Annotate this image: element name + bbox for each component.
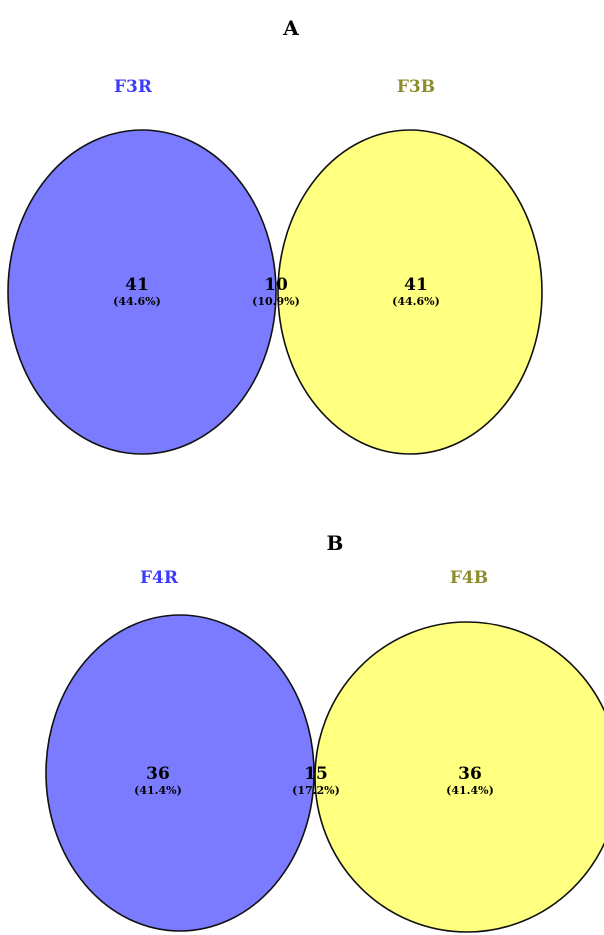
circle-f4r bbox=[46, 615, 314, 931]
set-label-f4r: F4R bbox=[140, 568, 179, 588]
pct-f3-both: (10.9%) bbox=[252, 295, 300, 308]
set-label-f4b: F4B bbox=[450, 568, 488, 588]
panel-label-a: A bbox=[282, 16, 299, 40]
pct-f4b-only: (41.4%) bbox=[446, 784, 494, 797]
pct-f4r-only: (41.4%) bbox=[134, 784, 182, 797]
circle-f3r bbox=[8, 130, 276, 454]
circle-f4b-outline bbox=[314, 621, 604, 933]
count-f4b-only: 36 bbox=[458, 764, 482, 784]
pct-f3r-only: (44.6%) bbox=[113, 295, 161, 308]
circle-f3r-outline bbox=[7, 129, 277, 455]
venn-diagram-b: B F4R F4B 36 (41.4%) 15 (17.2%) 36 (41.4… bbox=[45, 531, 604, 933]
count-f3b-only: 41 bbox=[404, 275, 428, 295]
circle-f3b bbox=[278, 130, 542, 454]
count-f3-both: 10 bbox=[264, 275, 288, 295]
circle-f4r-outline bbox=[45, 614, 315, 932]
venn-diagram-a: A F3R F3B 41 (44.6%) 10 (10.9%) 41 (44.6… bbox=[7, 16, 543, 455]
circle-f3b-outline bbox=[277, 129, 543, 455]
circle-f4b bbox=[315, 622, 604, 932]
count-f4r-only: 36 bbox=[146, 764, 170, 784]
panel-label-b: B bbox=[327, 531, 344, 555]
set-label-f3r: F3R bbox=[114, 77, 153, 97]
set-label-f3b: F3B bbox=[397, 77, 435, 97]
count-f3r-only: 41 bbox=[125, 275, 149, 295]
pct-f4-both: (17.2%) bbox=[292, 784, 340, 797]
count-f4-both: 15 bbox=[304, 764, 328, 784]
pct-f3b-only: (44.6%) bbox=[392, 295, 440, 308]
